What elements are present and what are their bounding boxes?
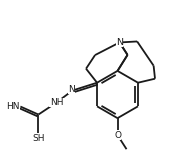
Text: N: N <box>68 85 75 94</box>
Text: O: O <box>114 131 121 140</box>
Text: SH: SH <box>32 134 45 143</box>
Text: NH: NH <box>50 98 63 107</box>
Text: N: N <box>116 38 123 47</box>
Text: HN: HN <box>6 102 19 111</box>
